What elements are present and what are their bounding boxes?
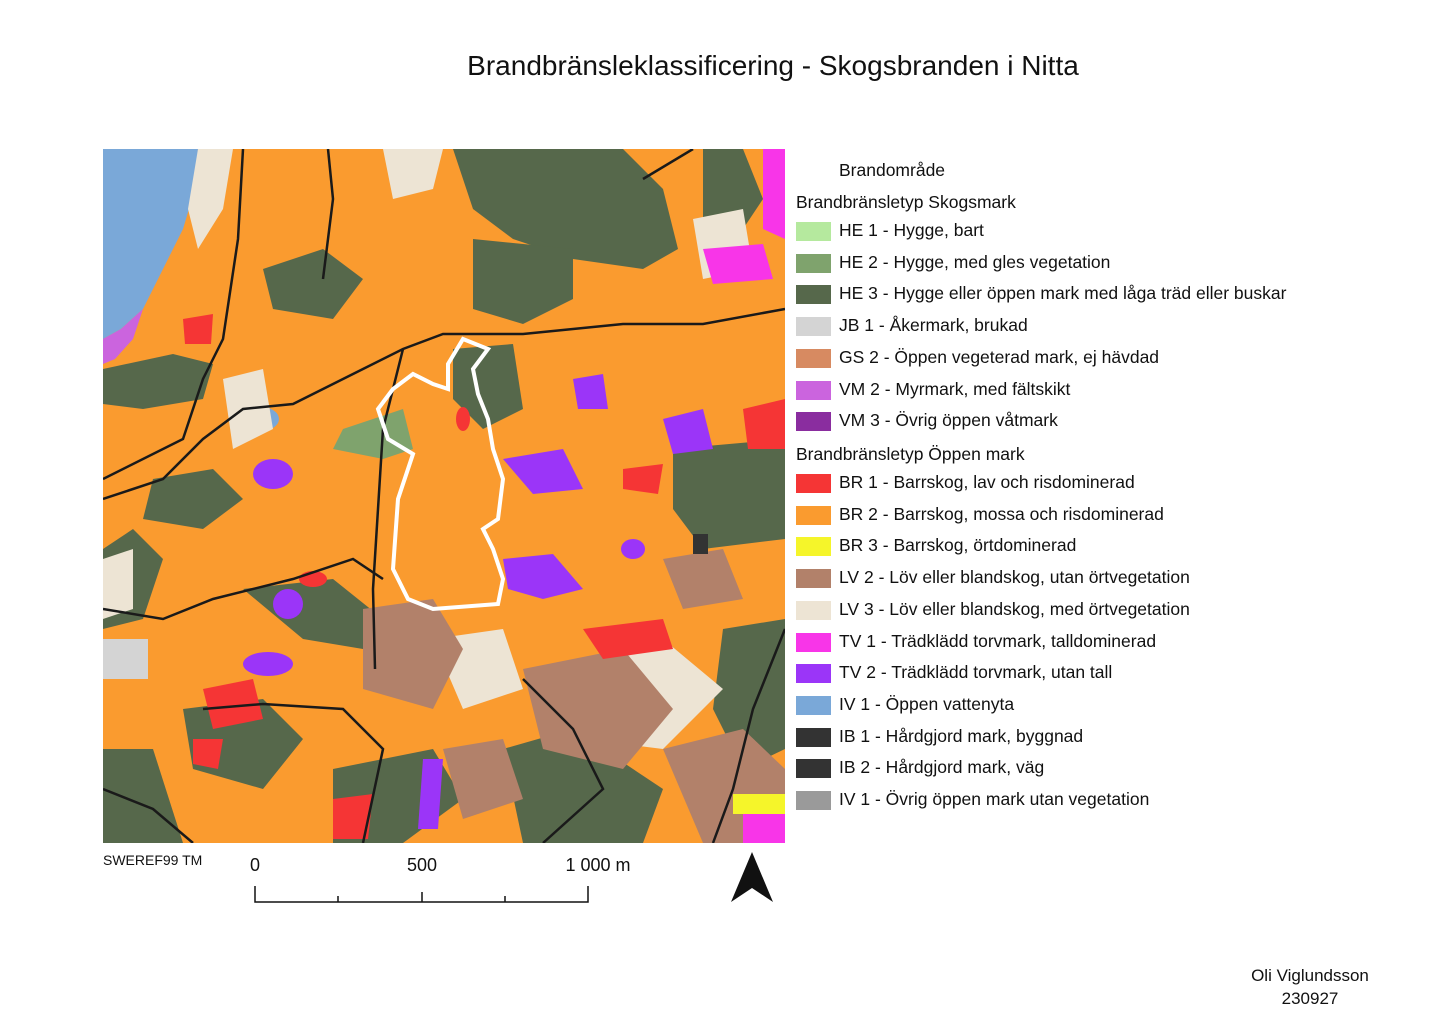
fuel-map[interactable]	[103, 149, 785, 843]
legend-item: BR 3 - Barrskog, örtdominerad	[796, 533, 1436, 557]
roads	[103, 149, 785, 843]
legend-label: JB 1 - Åkermark, brukad	[839, 315, 1028, 336]
legend-label: IV 1 - Övrig öppen mark utan vegetation	[839, 789, 1150, 809]
tv2-zones	[243, 374, 713, 829]
jb1-zone	[103, 639, 148, 679]
legend-item: IB 2 - Hårdgjord mark, väg	[796, 755, 1436, 779]
legend-swatch	[796, 695, 831, 715]
legend-swatch	[796, 727, 831, 747]
legend-item: HE 1 - Hygge, bart	[796, 218, 1436, 242]
legend-item: TV 1 - Trädklädd torvmark, talldominerad	[796, 629, 1436, 653]
legend-group-forest: Brandbränsletyp Skogsmark	[796, 192, 1016, 212]
legend-swatch	[796, 632, 831, 652]
legend-swatch	[796, 317, 831, 337]
legend-item: VM 2 - Myrmark, med fältskikt	[796, 377, 1436, 401]
ib1-zone	[693, 534, 708, 554]
legend-item: IV 1 - Övrig öppen mark utan vegetation	[796, 787, 1436, 811]
legend-item: TV 2 - Trädklädd torvmark, utan tall	[796, 660, 1436, 684]
legend-label: BR 2 - Barrskog, mossa och risdominerad	[839, 503, 1164, 524]
north-arrow-icon	[731, 852, 773, 902]
fire-perimeter[interactable]	[375, 336, 506, 612]
legend-group-open: Brandbränsletyp Öppen mark	[796, 444, 1025, 464]
water-area	[103, 149, 198, 339]
scale-label-1000: 1 000 m	[565, 855, 631, 875]
author-name: Oli Viglundsson	[1251, 966, 1369, 985]
scale-label-500: 500	[406, 855, 438, 875]
legend-item: IB 1 - Hårdgjord mark, byggnad	[796, 724, 1436, 748]
legend-item: BR 2 - Barrskog, mossa och risdominerad	[796, 502, 1436, 526]
scale-bar-line	[254, 886, 589, 903]
legend-label: LV 3 - Löv eller blandskog, med örtveget…	[839, 598, 1190, 619]
wetland-edge	[103, 309, 143, 364]
br1-zones	[183, 314, 785, 839]
legend-label: HE 3 - Hygge eller öppen mark med låga t…	[839, 283, 1287, 304]
legend-swatch	[796, 759, 831, 779]
legend-label: HE 1 - Hygge, bart	[839, 220, 984, 240]
legend-item: LV 3 - Löv eller blandskog, med örtveget…	[796, 597, 1436, 621]
legend-swatch	[796, 569, 831, 589]
he2-clearcut	[333, 409, 413, 459]
legend-item: VM 3 - Övrig öppen våtmark	[796, 408, 1436, 432]
legend-item: BR 1 - Barrskog, lav och risdominerad	[796, 470, 1436, 494]
legend-swatch	[796, 474, 831, 493]
scale-bar: 0 500 1 000 m	[240, 852, 660, 908]
legend-swatch	[796, 285, 831, 305]
map-frame[interactable]	[103, 149, 785, 843]
tv1-zones	[703, 149, 785, 843]
legend-item: HE 2 - Hygge, med gles vegetation	[796, 250, 1436, 274]
legend-item: GS 2 - Öppen vegeterad mark, ej hävdad	[796, 345, 1436, 369]
legend-fire-area-label: Brandområde	[839, 160, 946, 180]
legend-swatch	[796, 412, 831, 432]
legend-item: HE 3 - Hygge eller öppen mark med låga t…	[796, 281, 1436, 305]
legend-swatch	[796, 380, 831, 400]
legend-label: IV 1 - Öppen vattenyta	[839, 693, 1015, 714]
scale-label-0: 0	[249, 855, 261, 875]
legend-swatch	[796, 348, 831, 368]
legend-label: VM 3 - Övrig öppen våtmark	[839, 410, 1058, 431]
legend-label: TV 2 - Trädklädd torvmark, utan tall	[839, 662, 1113, 683]
legend-label: TV 1 - Trädklädd torvmark, talldominerad	[839, 630, 1157, 651]
legend-label: BR 1 - Barrskog, lav och risdominerad	[839, 472, 1135, 492]
legend-swatch	[796, 600, 831, 620]
br3-zone	[733, 794, 785, 814]
legend-label: IB 2 - Hårdgjord mark, väg	[839, 757, 1045, 778]
legend-label: GS 2 - Öppen vegeterad mark, ej hävdad	[839, 346, 1160, 367]
legend-label: LV 2 - Löv eller blandskog, utan örtvege…	[839, 567, 1190, 588]
legend-swatch	[796, 664, 831, 684]
legend-label: HE 2 - Hygge, med gles vegetation	[839, 251, 1111, 272]
author-date: 230927	[1281, 989, 1339, 1008]
legend-swatch	[796, 791, 831, 810]
legend-label: BR 3 - Barrskog, örtdominerad	[839, 535, 1077, 556]
legend-swatch	[796, 222, 831, 241]
map-title: Brandbränsleklassificering - Skogsbrande…	[467, 50, 1079, 81]
legend-label: IB 1 - Hårdgjord mark, byggnad	[839, 725, 1084, 746]
legend-swatch	[796, 505, 831, 525]
legend-swatch	[796, 253, 831, 273]
legend-swatch	[796, 537, 831, 557]
legend-item: JB 1 - Åkermark, brukad	[796, 313, 1436, 337]
crs-label: SWEREF99 TM	[103, 852, 203, 868]
legend-fire-area: Brandområde	[796, 158, 1436, 185]
legend-item: IV 1 - Öppen vattenyta	[796, 692, 1436, 716]
legend-label: VM 2 - Myrmark, med fältskikt	[839, 378, 1071, 399]
fire-area-swatch	[796, 162, 835, 185]
legend-item: LV 2 - Löv eller blandskog, utan örtvege…	[796, 565, 1436, 589]
